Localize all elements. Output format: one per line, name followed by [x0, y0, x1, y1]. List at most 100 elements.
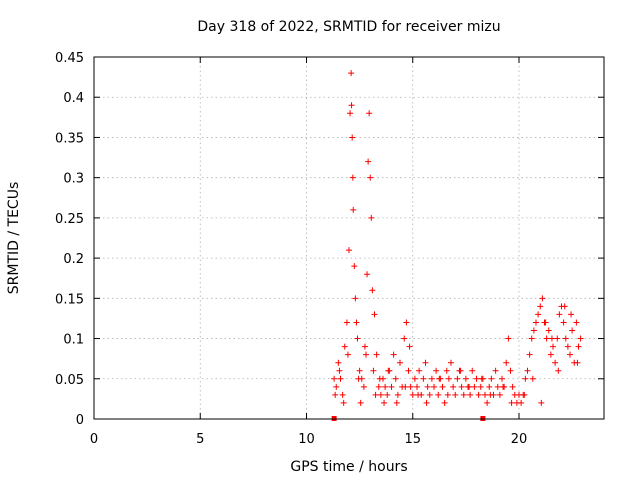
data-point — [545, 327, 552, 334]
data-point — [407, 383, 414, 390]
data-point — [568, 311, 575, 318]
data-point — [335, 359, 342, 366]
data-point — [350, 206, 357, 213]
data-point — [388, 383, 395, 390]
data-point — [416, 367, 423, 374]
data-point — [496, 391, 503, 398]
data-point — [441, 399, 448, 406]
data-point — [444, 391, 451, 398]
data-point — [507, 367, 514, 374]
y-tick-labels: 0 0.05 0.1 0.15 0.2 0.25 0.3 0.35 0.4 0.45 — [55, 51, 84, 428]
y-tick-label: 0.05 — [55, 373, 84, 388]
x-tick-label: 5 — [196, 432, 204, 447]
y-tick-label: 0 — [76, 413, 84, 428]
data-point — [454, 375, 461, 382]
data-point — [348, 102, 355, 109]
data-point — [574, 359, 581, 366]
data-point — [577, 335, 584, 342]
data-point — [539, 295, 546, 302]
data-point — [392, 375, 399, 382]
data-point — [355, 375, 362, 382]
data-point — [422, 359, 429, 366]
data-point — [535, 311, 542, 318]
data-point — [509, 383, 516, 390]
data-point — [562, 335, 569, 342]
data-point — [462, 375, 469, 382]
data-point — [375, 383, 382, 390]
x-axis-label: GPS time / hours — [290, 459, 407, 475]
data-point — [445, 375, 452, 382]
data-point — [403, 319, 410, 326]
data-point — [393, 399, 400, 406]
data-point — [554, 335, 561, 342]
data-point — [332, 391, 339, 398]
data-point — [376, 375, 383, 382]
data-point — [569, 327, 576, 334]
data-point — [567, 351, 573, 358]
data-point — [369, 287, 376, 294]
data-point — [573, 319, 580, 326]
data-point — [484, 399, 491, 406]
data-point — [424, 383, 431, 390]
data-point — [505, 335, 512, 342]
data-point — [548, 335, 555, 342]
x-tick-label: 15 — [404, 432, 421, 447]
data-point — [336, 367, 343, 374]
data-point — [401, 335, 408, 342]
y-tick-label: 0.4 — [63, 91, 84, 106]
data-point — [564, 343, 571, 350]
data-point — [542, 319, 549, 326]
data-point — [482, 391, 488, 398]
data-point — [499, 375, 505, 382]
data-point — [530, 327, 537, 334]
data-point — [488, 375, 495, 382]
data-point — [575, 343, 582, 350]
data-point — [550, 343, 556, 350]
data-point — [436, 375, 443, 382]
data-point — [466, 383, 473, 390]
data-point — [450, 383, 457, 390]
data-point — [439, 383, 446, 390]
y-axis-label: SRMTID / TECUs — [6, 182, 22, 295]
data-point — [435, 391, 442, 398]
plot-frame — [93, 56, 605, 420]
data-point — [349, 134, 356, 141]
data-point — [492, 367, 499, 374]
data-point — [361, 343, 368, 350]
data-point — [543, 335, 550, 342]
y-tick-label: 0.15 — [55, 292, 84, 307]
data-point — [373, 351, 380, 358]
data-point — [343, 319, 350, 326]
data-point — [547, 351, 554, 358]
data-point — [353, 319, 360, 326]
data-point — [452, 391, 459, 398]
data-point — [487, 391, 494, 398]
data-point — [556, 311, 563, 318]
data-point — [533, 319, 539, 326]
data-point — [405, 367, 412, 374]
data-point — [367, 174, 374, 181]
data-point — [365, 158, 372, 165]
data-point — [370, 367, 377, 374]
data-point — [467, 391, 474, 398]
data-point — [537, 303, 544, 310]
data-point — [503, 359, 510, 366]
data-point — [351, 263, 358, 270]
data-point — [364, 271, 371, 278]
data-point — [460, 391, 467, 398]
data-point — [457, 367, 464, 374]
data-point — [377, 391, 384, 398]
data-point — [552, 359, 559, 366]
data-point — [394, 391, 401, 398]
data-point — [414, 383, 420, 390]
y-tick-label: 0.2 — [63, 252, 84, 267]
data-point — [381, 399, 388, 406]
data-point — [528, 335, 535, 342]
data-point — [411, 375, 418, 382]
data-point — [348, 70, 355, 77]
data-point — [357, 399, 364, 406]
data-point — [363, 351, 369, 358]
data-point — [406, 343, 413, 350]
data-point — [555, 367, 562, 374]
